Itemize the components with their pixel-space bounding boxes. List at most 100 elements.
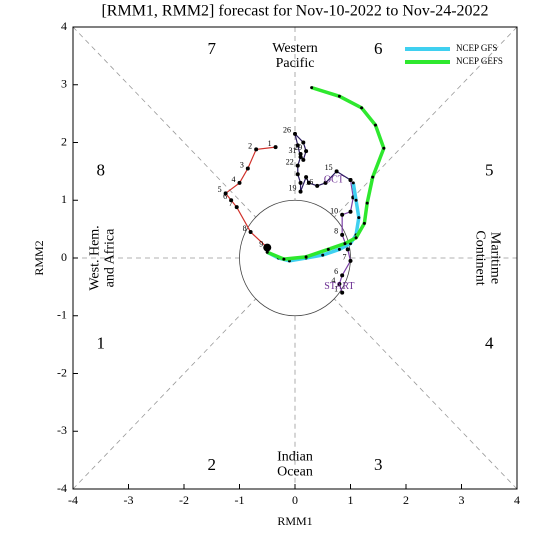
series-point xyxy=(348,178,353,183)
region-label: Indian xyxy=(277,449,313,464)
y-tick-label: -2 xyxy=(57,365,67,379)
region-label: Continent xyxy=(473,230,488,285)
point-label: 31 xyxy=(289,146,297,155)
series-point xyxy=(248,230,253,235)
x-tick-label: -4 xyxy=(68,493,78,507)
annotation: START xyxy=(324,281,354,292)
series-line xyxy=(266,182,361,263)
y-tick-label: -4 xyxy=(57,481,67,495)
series-point xyxy=(298,154,303,159)
phase-label: 7 xyxy=(208,39,217,58)
legend-label: NCEP GFS xyxy=(456,43,497,53)
series-point xyxy=(295,143,300,148)
series-point xyxy=(337,247,341,251)
x-axis-label: RMM1 xyxy=(277,514,312,528)
series-point xyxy=(304,149,309,154)
series-point xyxy=(310,86,314,90)
series-point xyxy=(282,257,286,261)
series-point xyxy=(304,175,309,180)
y-tick-label: -3 xyxy=(57,423,67,437)
region-label: Pacific xyxy=(276,56,315,71)
point-label: 4 xyxy=(232,175,236,184)
chart-title: [RMM1, RMM2] forecast for Nov-10-2022 to… xyxy=(101,3,488,20)
series-point xyxy=(354,198,358,202)
series-point xyxy=(337,281,342,286)
phase-label: 6 xyxy=(374,39,383,58)
phase-divider xyxy=(72,26,257,218)
phase-label: 4 xyxy=(485,334,494,353)
series-point xyxy=(362,221,366,225)
series-point xyxy=(340,212,345,217)
point-label: 22 xyxy=(286,157,294,166)
unit-circle xyxy=(239,199,351,317)
phase-divider xyxy=(333,26,518,218)
point-label: 3 xyxy=(240,160,244,169)
phase-label: 3 xyxy=(374,455,383,474)
series-point xyxy=(301,157,306,162)
x-tick-label: 2 xyxy=(403,493,409,507)
current-point xyxy=(263,243,272,252)
series-point xyxy=(295,163,300,168)
x-tick-label: -2 xyxy=(179,493,189,507)
point-label: 7 xyxy=(229,199,233,208)
phase-divider xyxy=(333,298,518,490)
series-point xyxy=(351,181,355,185)
series-point xyxy=(237,180,242,185)
x-tick-label: 1 xyxy=(348,493,354,507)
point-label: 2 xyxy=(248,141,252,150)
series-point xyxy=(229,198,234,203)
x-tick-label: 0 xyxy=(292,493,298,507)
series-point xyxy=(245,166,250,171)
series-point xyxy=(254,147,259,152)
point-label: 4 xyxy=(331,276,335,285)
series-point xyxy=(321,253,325,257)
y-tick-label: 2 xyxy=(61,134,67,148)
series-point xyxy=(348,209,353,214)
region-label: Maritime xyxy=(488,232,503,284)
annotation: OCT xyxy=(324,174,344,185)
series-point xyxy=(382,146,386,150)
phase-divider xyxy=(72,298,257,490)
y-axis-label: RMM2 xyxy=(32,240,46,275)
x-tick-label: 3 xyxy=(459,493,465,507)
series-point xyxy=(340,290,345,295)
point-label: 26 xyxy=(283,126,291,135)
phase-label: 5 xyxy=(485,160,494,179)
point-label: 6 xyxy=(223,192,227,201)
series-point xyxy=(301,140,306,145)
series-point xyxy=(326,247,330,251)
point-label: 6 xyxy=(334,267,338,276)
series-point xyxy=(357,216,361,220)
point-label: 1 xyxy=(268,139,272,148)
series-point xyxy=(345,247,350,252)
series-point xyxy=(348,258,353,263)
series-point xyxy=(293,131,297,136)
series-point xyxy=(223,191,228,196)
series-point xyxy=(340,232,345,237)
series-point xyxy=(298,180,303,185)
series-point xyxy=(298,152,303,157)
y-tick-label: 3 xyxy=(61,77,67,91)
series-point xyxy=(298,189,303,194)
series-point xyxy=(340,273,345,278)
point-label: 10 xyxy=(330,207,338,216)
series-point xyxy=(334,169,339,174)
point-label: 8 xyxy=(243,224,247,233)
y-tick-label: 0 xyxy=(61,250,67,264)
point-label: 29 xyxy=(294,143,302,152)
y-tick-label: -1 xyxy=(57,308,67,322)
series-point xyxy=(354,236,358,240)
series-point xyxy=(360,106,364,110)
series-point xyxy=(365,201,369,205)
x-tick-label: -1 xyxy=(235,493,245,507)
series-point xyxy=(337,94,341,98)
series-point xyxy=(234,205,239,210)
series-point xyxy=(371,175,375,179)
x-tick-label: 4 xyxy=(514,493,520,507)
phase-label: 2 xyxy=(208,455,217,474)
point-label: 8 xyxy=(334,227,338,236)
series-point xyxy=(295,172,300,177)
point-label: 19 xyxy=(289,183,297,192)
y-tick-label: 4 xyxy=(61,19,67,33)
